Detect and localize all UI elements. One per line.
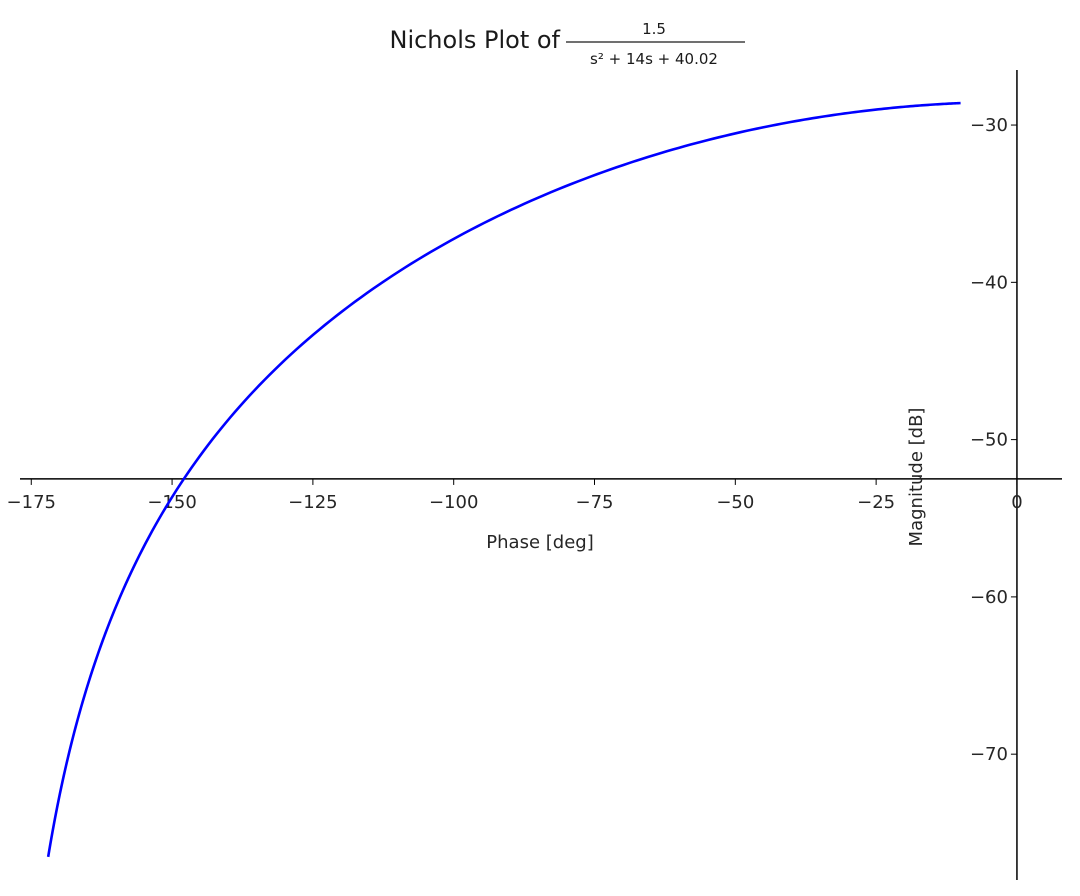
x-tick-label: −100 bbox=[429, 492, 478, 513]
y-tick-label: −50 bbox=[970, 430, 1008, 451]
y-tick-label: −30 bbox=[970, 115, 1008, 136]
x-tick-label: 0 bbox=[1011, 492, 1022, 513]
y-tick-label: −70 bbox=[970, 744, 1008, 765]
x-tick-label: −175 bbox=[7, 492, 56, 513]
y-tick-label: −60 bbox=[970, 587, 1008, 608]
chart-title-numerator: 1.5 bbox=[642, 20, 666, 38]
chart-title-denominator: s² + 14s + 40.02 bbox=[590, 50, 718, 68]
plot-area: −175 −150 −125 −100 −75 −50 −25 0 −30 −40 −50 −60 −7… bbox=[7, 70, 1062, 880]
series-line-0 bbox=[46, 101, 961, 858]
y-axis-label: Magnitude [dB] bbox=[906, 408, 927, 547]
x-tick-label: −50 bbox=[716, 492, 754, 513]
x-tick-label: −75 bbox=[576, 492, 614, 513]
x-axis-label: Phase [deg] bbox=[486, 532, 593, 553]
chart-title-prefix: Nichols Plot of bbox=[389, 26, 560, 54]
x-tick-label: −150 bbox=[147, 492, 196, 513]
x-tick-label: −125 bbox=[288, 492, 337, 513]
chart-title: Nichols Plot of 1.5 s² + 14s + 40.02 bbox=[389, 20, 745, 68]
y-tick-label: −40 bbox=[970, 272, 1008, 293]
x-tick-label: −25 bbox=[857, 492, 895, 513]
